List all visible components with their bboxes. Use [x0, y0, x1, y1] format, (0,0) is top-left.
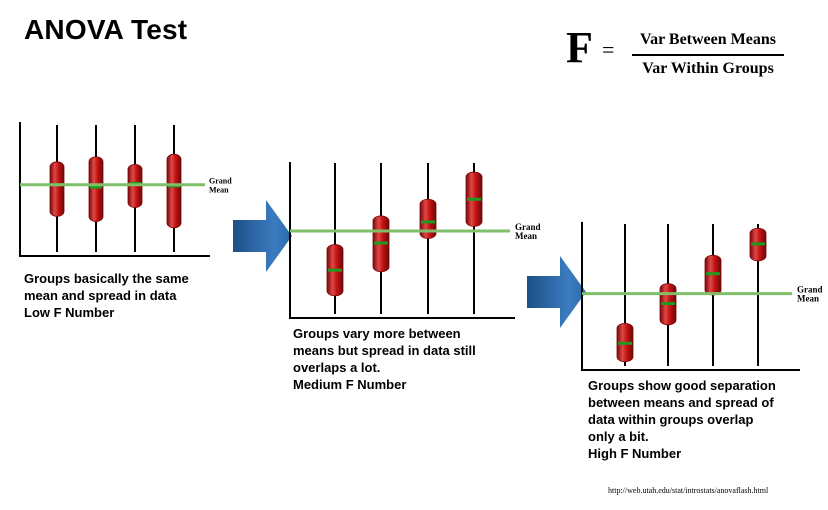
page-title: ANOVA Test — [24, 14, 188, 45]
f-statistic-formula: F = Var Between Means Var Within Groups — [562, 24, 792, 80]
caption-line: between means and spread of — [588, 395, 774, 410]
group-spread-box — [49, 161, 65, 217]
panel-high-f: Grand Mean — [581, 222, 823, 371]
caption-line: means but spread in data still — [293, 343, 476, 358]
formula-numerator: Var Between Means — [640, 31, 776, 48]
caption-line: Groups show good separation — [588, 378, 776, 393]
panel-3-caption: Groups show good separation between mean… — [588, 377, 776, 462]
panel-3-mean-label: Mean — [797, 294, 819, 304]
group-spread-box — [419, 198, 437, 239]
panel-3-grand-label: Grand — [797, 285, 823, 295]
panel-1-grand-label: Grand — [209, 177, 232, 186]
caption-line: Low F Number — [24, 305, 115, 320]
panel-low-f: Grand Mean — [19, 122, 232, 257]
formula-equals: = — [602, 37, 615, 62]
caption-line: Groups basically the same — [24, 271, 189, 286]
caption-line: Groups vary more between — [293, 326, 461, 341]
formula-f: F — [566, 23, 593, 72]
arrow-right-icon — [233, 200, 292, 272]
caption-line: mean and spread in data — [24, 288, 177, 303]
panel-2-mean-label: Mean — [515, 231, 537, 241]
source-url: http://web.utah.edu/stat/introstats/anov… — [608, 486, 769, 495]
caption-line: overlaps a lot. — [293, 360, 381, 375]
arrow-right-icon — [527, 256, 586, 328]
caption-line: Medium F Number — [293, 377, 407, 392]
panel-2-groups — [326, 163, 483, 314]
group-spread-box — [88, 156, 104, 222]
panel-1-groups — [49, 125, 182, 252]
panel-1-mean-label: Mean — [209, 186, 229, 195]
caption-line: data within groups overlap — [588, 412, 754, 427]
panel-2-grand-label: Grand — [515, 222, 541, 232]
caption-line: High F Number — [588, 446, 682, 461]
formula-fraction-bar — [632, 54, 784, 56]
panel-1-caption: Groups basically the same mean and sprea… — [24, 270, 189, 321]
panel-medium-f: Grand Mean — [289, 162, 541, 319]
caption-line: only a bit. — [588, 429, 649, 444]
formula-denominator: Var Within Groups — [642, 60, 774, 77]
group-spread-box — [166, 153, 182, 229]
panel-2-caption: Groups vary more between means but sprea… — [293, 325, 476, 393]
